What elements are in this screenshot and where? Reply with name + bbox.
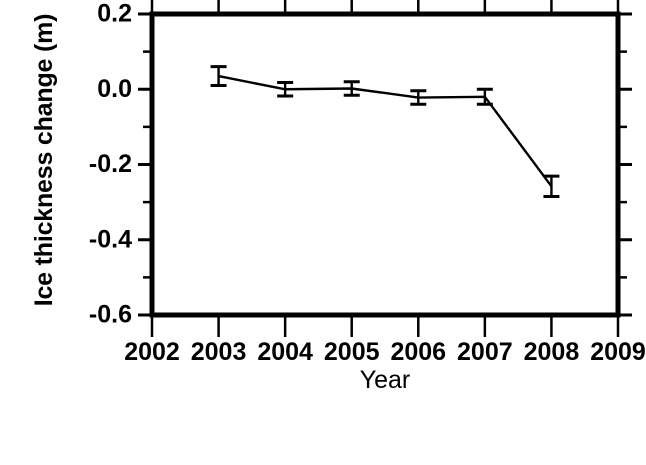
data-series <box>210 65 560 198</box>
y-axis-ticks: 0.2 0.0 -0.2 -0.4 -0.6 <box>89 0 632 329</box>
y-tick-label: -0.2 <box>89 150 132 178</box>
error-bar <box>210 65 227 87</box>
error-bar <box>277 80 294 98</box>
y-axis-title: Ice thickness change (m) <box>30 13 58 307</box>
x-tick-label: 2009 <box>590 338 646 366</box>
error-bar <box>343 80 360 97</box>
x-tick-label: 2006 <box>390 338 446 366</box>
error-bar <box>410 89 427 106</box>
y-tick-label: -0.4 <box>89 225 132 253</box>
y-tick-label: 0.2 <box>97 0 132 28</box>
x-axis-title: Year <box>359 366 411 394</box>
x-tick-label: 2005 <box>324 338 380 366</box>
x-tick-label: 2007 <box>457 338 513 366</box>
x-tick-label: 2003 <box>191 338 247 366</box>
y-tick-label: 0.0 <box>97 75 132 103</box>
x-tick-label: 2004 <box>257 338 313 366</box>
plot-frame <box>149 11 621 318</box>
error-bar <box>543 174 560 198</box>
y-tick-label: -0.6 <box>89 301 132 329</box>
error-bar <box>476 87 493 106</box>
x-tick-label: 2002 <box>124 338 180 366</box>
x-tick-label: 2008 <box>524 338 580 366</box>
x-axis-ticks: 2002 2003 2004 2005 2006 2007 2008 2009 <box>124 0 646 366</box>
series-line <box>218 74 553 188</box>
